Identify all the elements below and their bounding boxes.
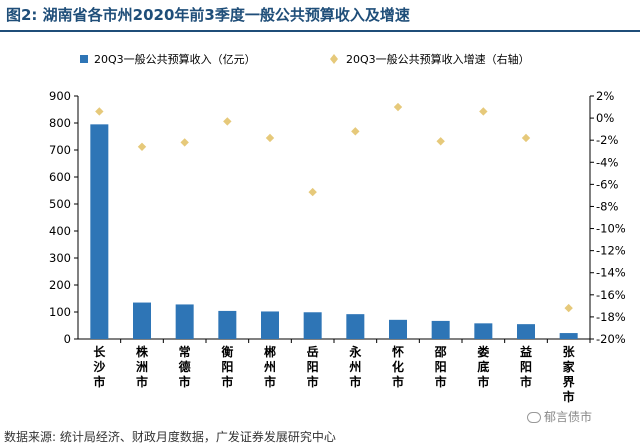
y-left-tick-label: 800 [49, 116, 71, 130]
x-tick-label: 怀化市 [392, 344, 404, 389]
title-divider [0, 30, 640, 32]
y-right-tick-label: -10% [596, 222, 626, 236]
y-right-tick-label: -16% [596, 288, 626, 302]
y-right-tick-label: -4% [596, 155, 618, 169]
y-left-tick-label: 900 [49, 89, 71, 103]
watermark: 郁言债市 [527, 408, 592, 425]
legend-swatch-growth [330, 54, 338, 64]
bar [133, 302, 151, 339]
bar-chart: 20Q3一般公共预算收入（亿元） 20Q3一般公共预算收入增速（右轴） 0 100… [49, 52, 626, 404]
y-left-tick-label: 300 [49, 251, 71, 265]
x-tick-label: 长沙市 [93, 344, 106, 389]
y-left-tick-label: 0 [64, 332, 71, 346]
x-tick-label: 永州市 [348, 344, 361, 389]
x-tick-label: 株洲市 [136, 344, 149, 389]
y-right-tick-label: -2% [596, 133, 618, 147]
x-tick-label: 岳阳市 [307, 344, 319, 389]
x-tick-label: 邵阳市 [434, 345, 447, 389]
figure-title: 图2: 湖南省各市州2020年前3季度一般公共预算收入及增速 [6, 6, 410, 24]
bar [218, 310, 237, 339]
growth-point [564, 303, 573, 313]
y-left-tick-label: 600 [49, 170, 71, 184]
x-tick-label: 娄底市 [477, 344, 489, 389]
figure-header: 图2: 湖南省各市州2020年前3季度一般公共预算收入及增速 [0, 0, 640, 32]
legend-swatch-bar [80, 55, 88, 63]
bar [346, 314, 365, 339]
bar [90, 124, 109, 339]
legend-label-revenue: 20Q3一般公共预算收入（亿元） [94, 52, 256, 66]
y-right-tick-label: -20% [596, 332, 626, 346]
bar [261, 311, 279, 339]
y-left-tick-label: 400 [49, 224, 71, 238]
growth-point [351, 127, 360, 136]
growth-point [265, 133, 275, 143]
bar [517, 324, 535, 339]
watermark-text: 郁言债市 [544, 410, 593, 424]
growth-point [180, 138, 189, 147]
chart-legend: 20Q3一般公共预算收入（亿元） 20Q3一般公共预算收入增速（右轴） [80, 52, 530, 66]
y-right-tick-label: 2% [596, 89, 614, 103]
legend-label-growth: 20Q3一般公共预算收入增速（右轴） [346, 52, 530, 66]
growth-point [95, 107, 104, 116]
growth-point [223, 117, 232, 126]
growth-point [479, 107, 488, 116]
x-tick-label: 益阳市 [520, 344, 532, 389]
y-left-tick-label: 200 [49, 278, 71, 292]
bar [431, 320, 450, 339]
scatter-series [95, 102, 573, 313]
y-right-tick-label: -12% [596, 244, 626, 258]
y-left-tick-label: 100 [49, 305, 71, 319]
x-axis-labels: 长沙市 株洲市 常德市 衡阳市 郴州市 岳阳市 永州市 怀化市 邵阳市 娄底市 益阳市 张家界市 [93, 344, 575, 404]
x-tick-label: 常德市 [179, 344, 191, 389]
bar [559, 333, 578, 339]
x-tick-label: 衡阳市 [221, 344, 233, 389]
bar [303, 312, 322, 339]
growth-point [436, 137, 445, 146]
bar [175, 304, 194, 339]
y-right-tick-label: -18% [596, 310, 626, 324]
growth-point [393, 102, 403, 112]
bar-series [90, 124, 578, 339]
bar [389, 319, 407, 339]
source-note: 数据来源: 统计局经济、财政月度数据，广发证券发展研究中心 [4, 430, 336, 444]
bar [474, 323, 493, 339]
x-tick-label: 郴州市 [263, 345, 276, 389]
chart-axes: 0 100 200 300 400 500 600 700 800 900 2% 0% -2% -4% -6… [49, 89, 626, 346]
growth-point [521, 133, 531, 143]
growth-point [137, 142, 147, 152]
growth-point [308, 187, 317, 197]
y-right-tick-label: 0% [596, 111, 614, 125]
wechat-icon [527, 412, 541, 423]
x-tick-label: 张家界市 [563, 344, 576, 404]
y-left-tick-label: 500 [49, 197, 71, 211]
y-right-tick-label: -14% [596, 266, 626, 280]
y-right-tick-label: -6% [596, 177, 618, 191]
y-right-tick-label: -8% [596, 199, 618, 213]
y-left-tick-label: 700 [49, 143, 71, 157]
